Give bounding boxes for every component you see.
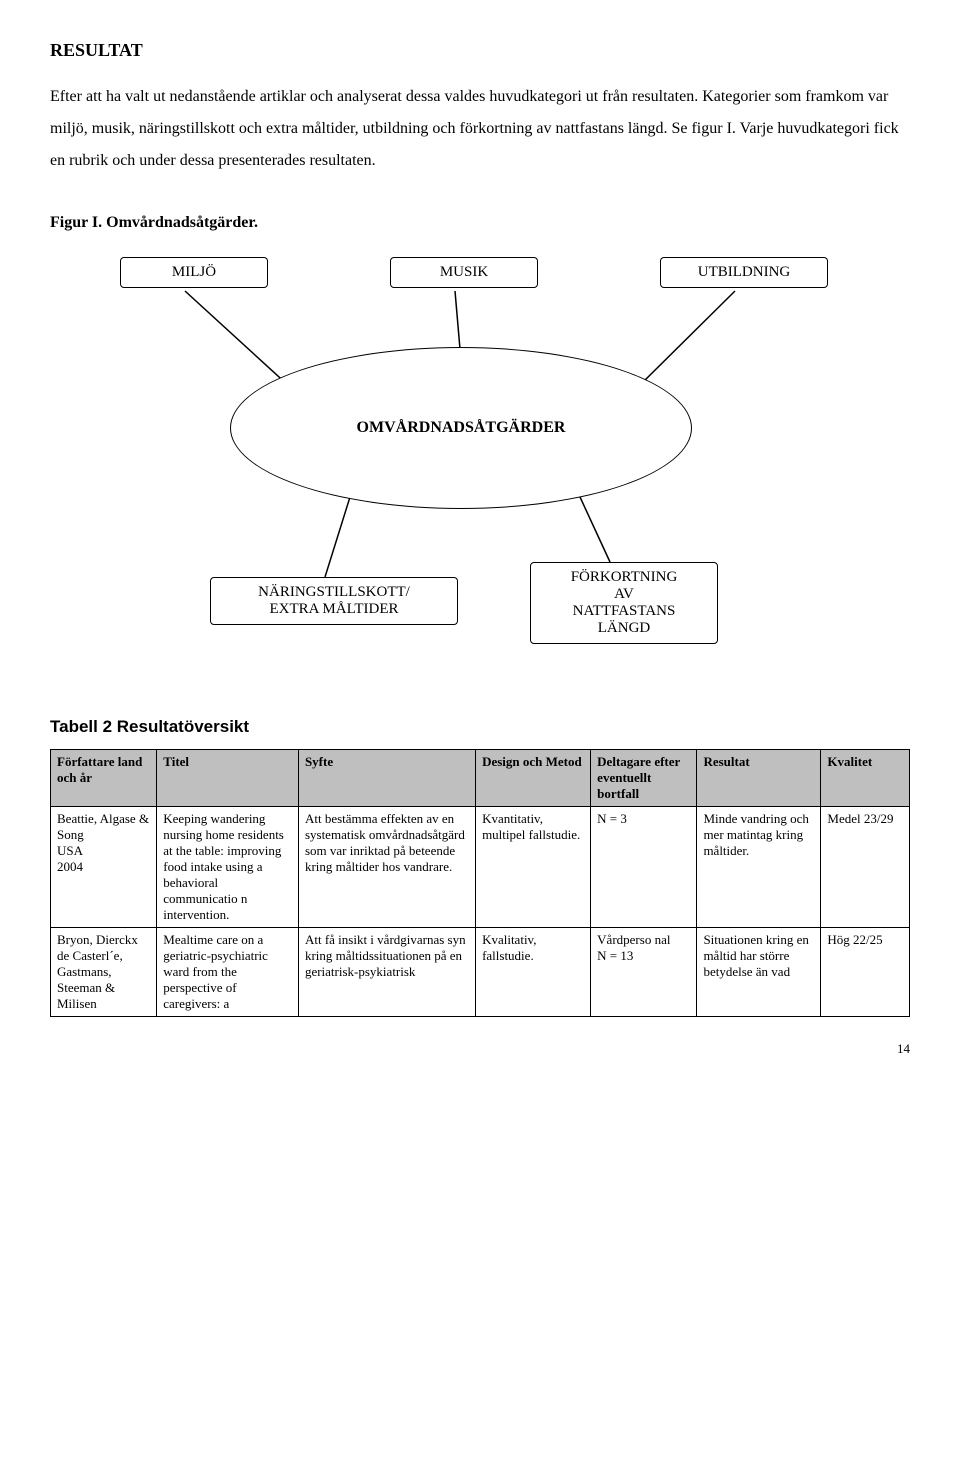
table-header-5: Resultat xyxy=(697,750,821,807)
table-cell: Beattie, Algase & SongUSA2004 xyxy=(51,807,157,928)
diagram-center-ellipse: OMVÅRDNADSÅTGÄRDER xyxy=(230,347,692,509)
table-cell: Medel 23/29 xyxy=(821,807,910,928)
diagram-top-box-2: UTBILDNING xyxy=(660,257,828,288)
table-cell: Att få insikt i vårdgivarnas syn kring m… xyxy=(298,928,475,1017)
intro-paragraph: Efter att ha valt ut nedanstående artikl… xyxy=(50,81,910,177)
table-header-3: Design och Metod xyxy=(476,750,591,807)
table-header-1: Titel xyxy=(157,750,299,807)
table-cell: N = 3 xyxy=(591,807,697,928)
table-cell: Situationen kring en måltid har större b… xyxy=(697,928,821,1017)
table-cell: Kvalitativ, fallstudie. xyxy=(476,928,591,1017)
table-cell: Minde vandring och mer matintag kring må… xyxy=(697,807,821,928)
table-cell: Bryon, Dierckx de Casterl´e, Gastmans, S… xyxy=(51,928,157,1017)
diagram-bottom-box-1: FÖRKORTNINGAVNATTFASTANSLÄNGD xyxy=(530,562,718,644)
diagram-top-box-1: MUSIK xyxy=(390,257,538,288)
table-header-6: Kvalitet xyxy=(821,750,910,807)
page-heading: RESULTAT xyxy=(50,40,910,61)
table-row: Beattie, Algase & SongUSA2004Keeping wan… xyxy=(51,807,910,928)
concept-diagram: MILJÖ MUSIK UTBILDNING OMVÅRDNADSÅTGÄRDER NÄ… xyxy=(100,257,860,687)
table-header-2: Syfte xyxy=(298,750,475,807)
table-header-0: Författare land och år xyxy=(51,750,157,807)
table-cell: Mealtime care on a geriatric-psychiatric… xyxy=(157,928,299,1017)
table-cell: Hög 22/25 xyxy=(821,928,910,1017)
table-header-4: Deltagare efter eventuellt bortfall xyxy=(591,750,697,807)
diagram-bottom-box-0: NÄRINGSTILLSKOTT/EXTRA MÅLTIDER xyxy=(210,577,458,625)
table-row: Bryon, Dierckx de Casterl´e, Gastmans, S… xyxy=(51,928,910,1017)
results-table: Författare land och årTitelSyfteDesign o… xyxy=(50,749,910,1017)
table-title: Tabell 2 Resultatöversikt xyxy=(50,717,910,737)
page-number: 14 xyxy=(50,1041,910,1057)
diagram-top-box-0: MILJÖ xyxy=(120,257,268,288)
table-cell: Att bestämma effekten av en systematisk … xyxy=(298,807,475,928)
table-cell: Keeping wandering nursing home residents… xyxy=(157,807,299,928)
table-cell: Kvantitativ, multipel fallstudie. xyxy=(476,807,591,928)
figure-caption: Figur I. Omvårdnadsåtgärder. xyxy=(50,207,910,239)
table-cell: Vårdperso nalN = 13 xyxy=(591,928,697,1017)
